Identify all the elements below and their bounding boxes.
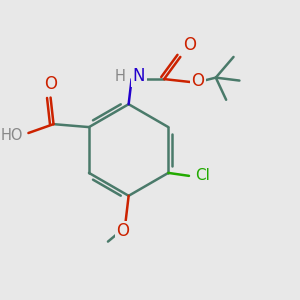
Text: H: H bbox=[114, 69, 125, 84]
Text: O: O bbox=[192, 72, 205, 90]
Text: Cl: Cl bbox=[195, 168, 210, 183]
Text: O: O bbox=[116, 222, 129, 240]
Text: HO: HO bbox=[1, 128, 23, 143]
Text: N: N bbox=[133, 67, 145, 85]
Text: O: O bbox=[44, 75, 57, 93]
Text: O: O bbox=[183, 36, 196, 54]
